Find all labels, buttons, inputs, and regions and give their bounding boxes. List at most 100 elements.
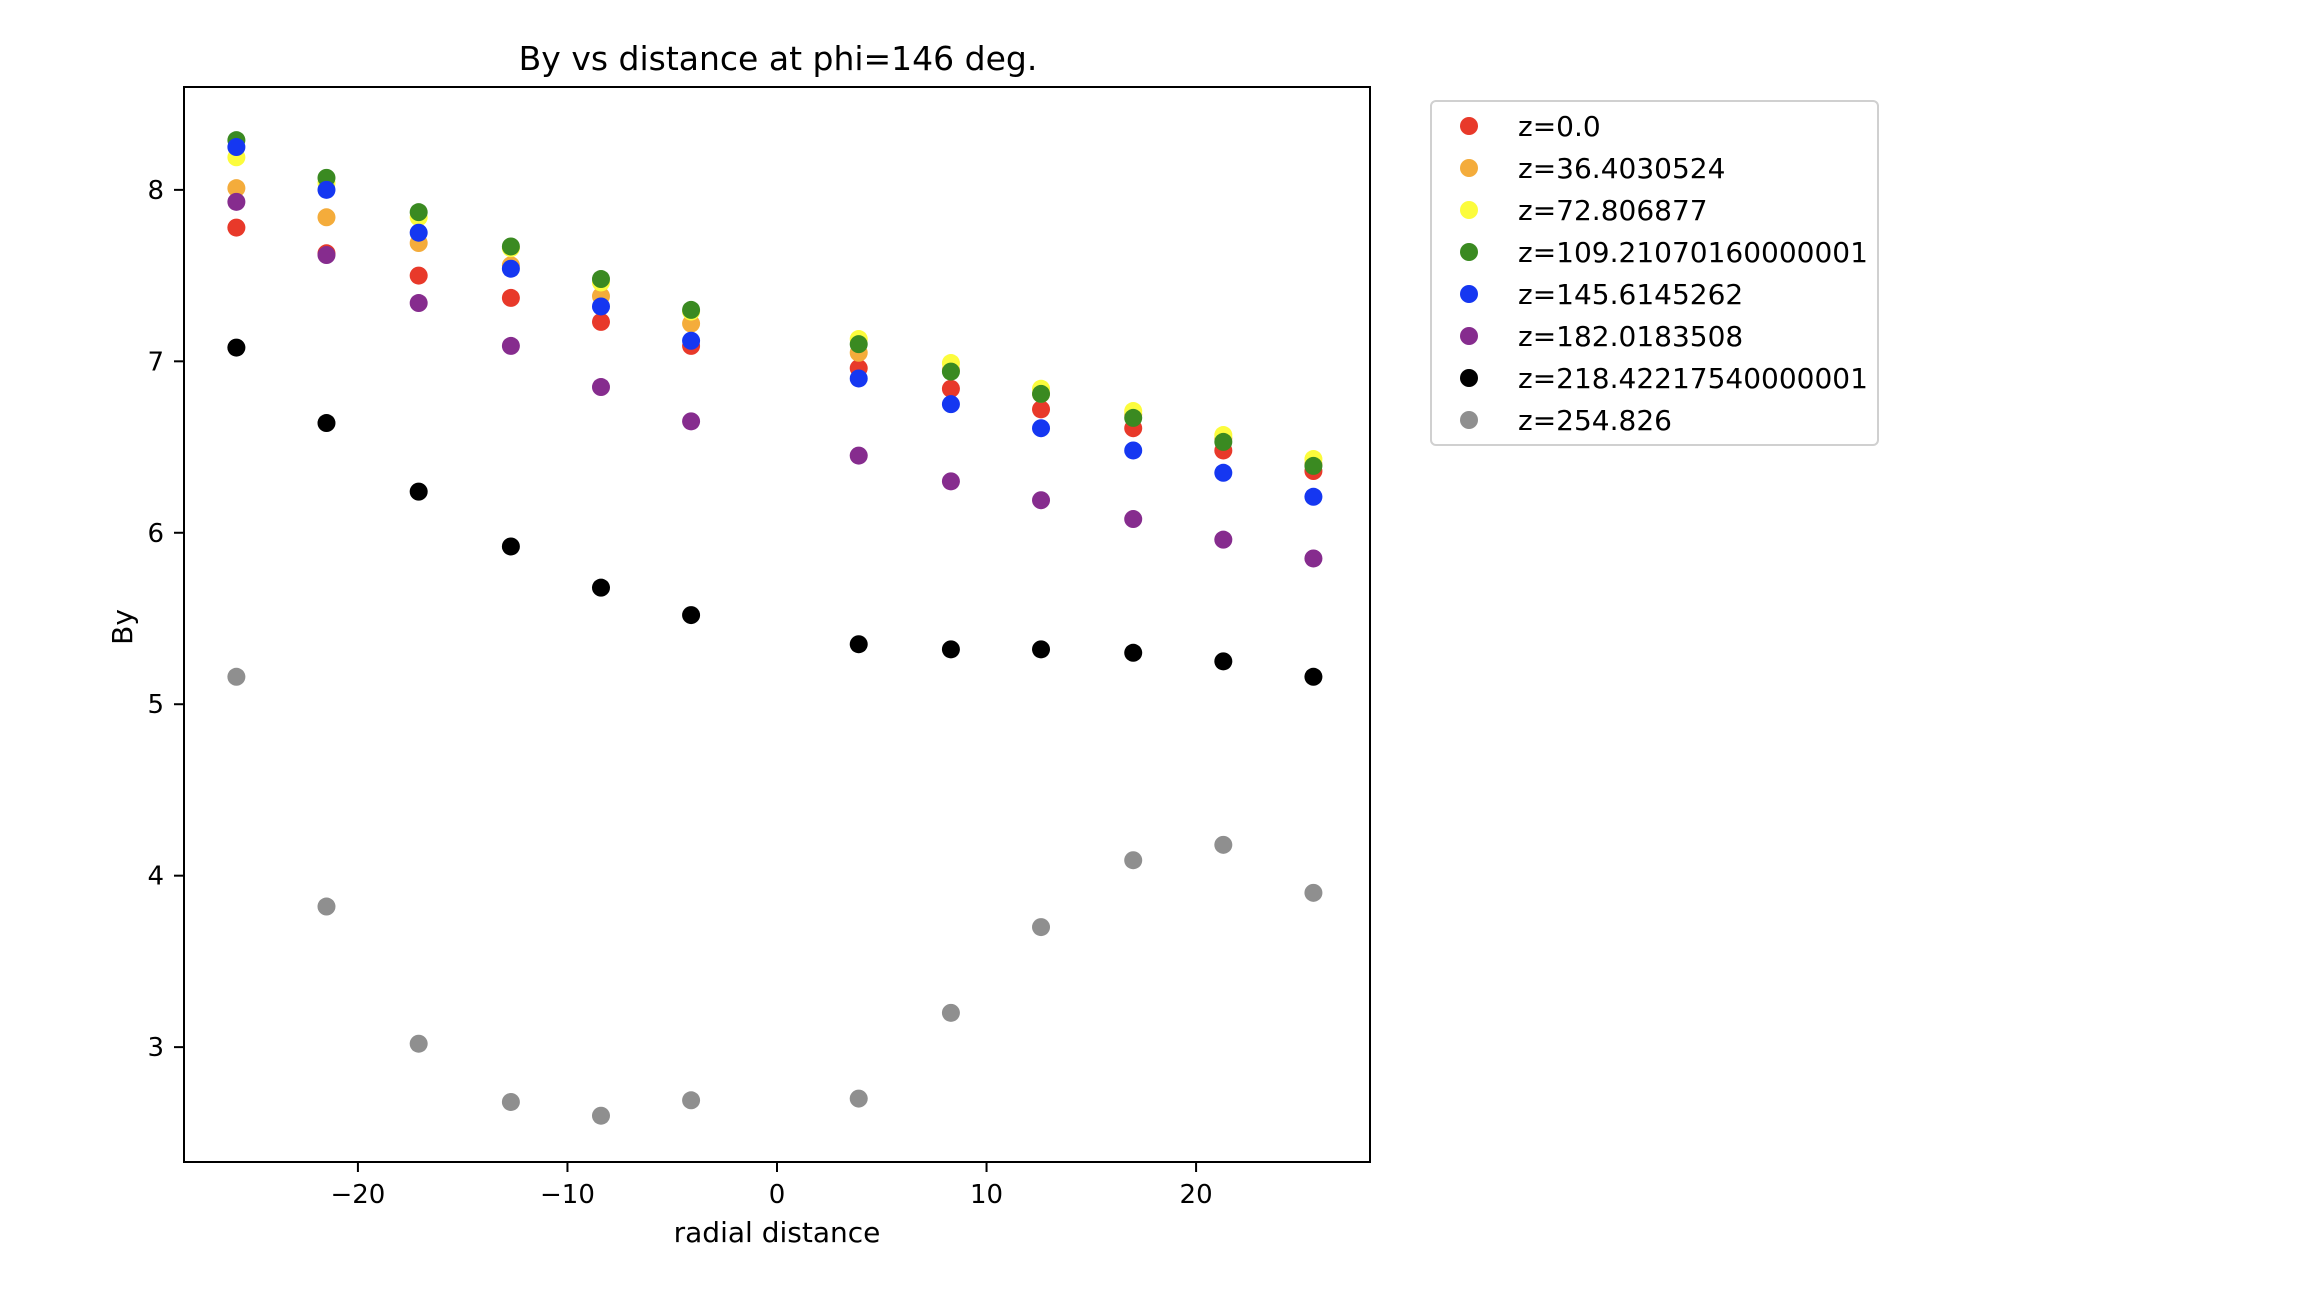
y-tick-label: 7 (147, 347, 164, 377)
series-4 (227, 138, 1323, 506)
data-point (409, 203, 428, 222)
data-point (317, 208, 336, 227)
legend-marker (1460, 285, 1478, 303)
data-point (1124, 510, 1143, 529)
data-point (227, 179, 246, 198)
data-point (941, 472, 960, 491)
legend-label: z=254.826 (1518, 404, 1672, 437)
series-7 (227, 667, 1323, 1125)
legend-label: z=218.42217540000001 (1518, 362, 1868, 395)
legend-label: z=182.0183508 (1518, 320, 1743, 353)
data-point (1032, 419, 1051, 438)
data-point (409, 223, 428, 242)
data-point (591, 312, 610, 331)
chart-title: By vs distance at phi=146 deg. (519, 39, 1038, 78)
data-point (409, 266, 428, 285)
data-point (1304, 549, 1323, 568)
series-6 (227, 338, 1323, 686)
y-axis-label: By (106, 609, 139, 645)
data-point (591, 578, 610, 597)
legend-marker (1460, 201, 1478, 219)
data-point (1032, 640, 1051, 659)
data-point (941, 379, 960, 398)
legend-label: z=145.6145262 (1518, 278, 1743, 311)
legend-marker (1460, 117, 1478, 135)
data-point (227, 338, 246, 357)
legend-items: z=0.0 z=36.4030524 z=72.806877 z=109.210701… (1460, 110, 1868, 437)
data-point (1304, 487, 1323, 506)
legend-marker (1460, 327, 1478, 345)
data-point (227, 218, 246, 237)
data-point (317, 246, 336, 265)
series-5 (227, 192, 1323, 568)
data-point (682, 1091, 701, 1110)
data-point (227, 138, 246, 157)
legend-box (1430, 100, 1879, 446)
data-point (317, 897, 336, 916)
data-point (941, 1003, 960, 1022)
data-point (1124, 643, 1143, 662)
legend-marker (1460, 369, 1478, 387)
data-point (849, 635, 868, 654)
legend: z=0.0 z=36.4030524 z=72.806877 z=109.210701… (1430, 100, 1879, 446)
y-axis: 3 4 5 6 7 8 (147, 176, 184, 1063)
data-point (227, 192, 246, 211)
data-point (941, 395, 960, 414)
data-point (1304, 456, 1323, 475)
data-point (1124, 408, 1143, 427)
y-tick-label: 3 (147, 1033, 164, 1063)
data-point (682, 331, 701, 350)
x-axis: −20 −10 0 10 20 (330, 1162, 1213, 1210)
data-point (682, 412, 701, 431)
data-point (409, 294, 428, 313)
y-tick-label: 6 (147, 519, 164, 549)
data-point (1032, 491, 1051, 510)
data-point (409, 1034, 428, 1053)
data-point (591, 1106, 610, 1125)
legend-label: z=0.0 (1518, 110, 1601, 143)
data-point (849, 335, 868, 354)
x-tick-label: −10 (540, 1180, 595, 1210)
data-point (1214, 463, 1233, 482)
x-tick-label: −20 (330, 1180, 385, 1210)
data-point (501, 537, 520, 556)
data-point (941, 640, 960, 659)
data-point (501, 237, 520, 256)
data-point (1214, 652, 1233, 671)
legend-label: z=36.4030524 (1518, 152, 1725, 185)
plot-area (184, 87, 1370, 1162)
data-point (849, 369, 868, 388)
data-point (1214, 835, 1233, 854)
legend-label: z=72.806877 (1518, 194, 1708, 227)
data-point (501, 288, 520, 307)
x-tick-label: 10 (970, 1180, 1003, 1210)
data-point (1124, 851, 1143, 870)
data-point (682, 606, 701, 625)
data-point (501, 259, 520, 278)
data-point (591, 378, 610, 397)
data-point (1304, 883, 1323, 902)
data-point (591, 270, 610, 289)
y-tick-label: 8 (147, 176, 164, 206)
data-point (317, 414, 336, 433)
data-point (501, 1092, 520, 1111)
data-point (1032, 384, 1051, 403)
data-point (1032, 400, 1051, 419)
data-point (1032, 918, 1051, 937)
data-point (409, 482, 428, 501)
data-point (1214, 530, 1233, 549)
data-point (1124, 441, 1143, 460)
legend-marker (1460, 243, 1478, 261)
legend-marker (1460, 159, 1478, 177)
data-point (1214, 432, 1233, 451)
x-tick-label: 20 (1180, 1180, 1213, 1210)
data-point (1304, 667, 1323, 686)
data-point (591, 297, 610, 316)
legend-marker (1460, 411, 1478, 429)
y-tick-label: 4 (147, 862, 164, 892)
data-point (849, 446, 868, 465)
y-tick-label: 5 (147, 690, 164, 720)
x-tick-label: 0 (769, 1180, 786, 1210)
data-point (849, 1089, 868, 1108)
